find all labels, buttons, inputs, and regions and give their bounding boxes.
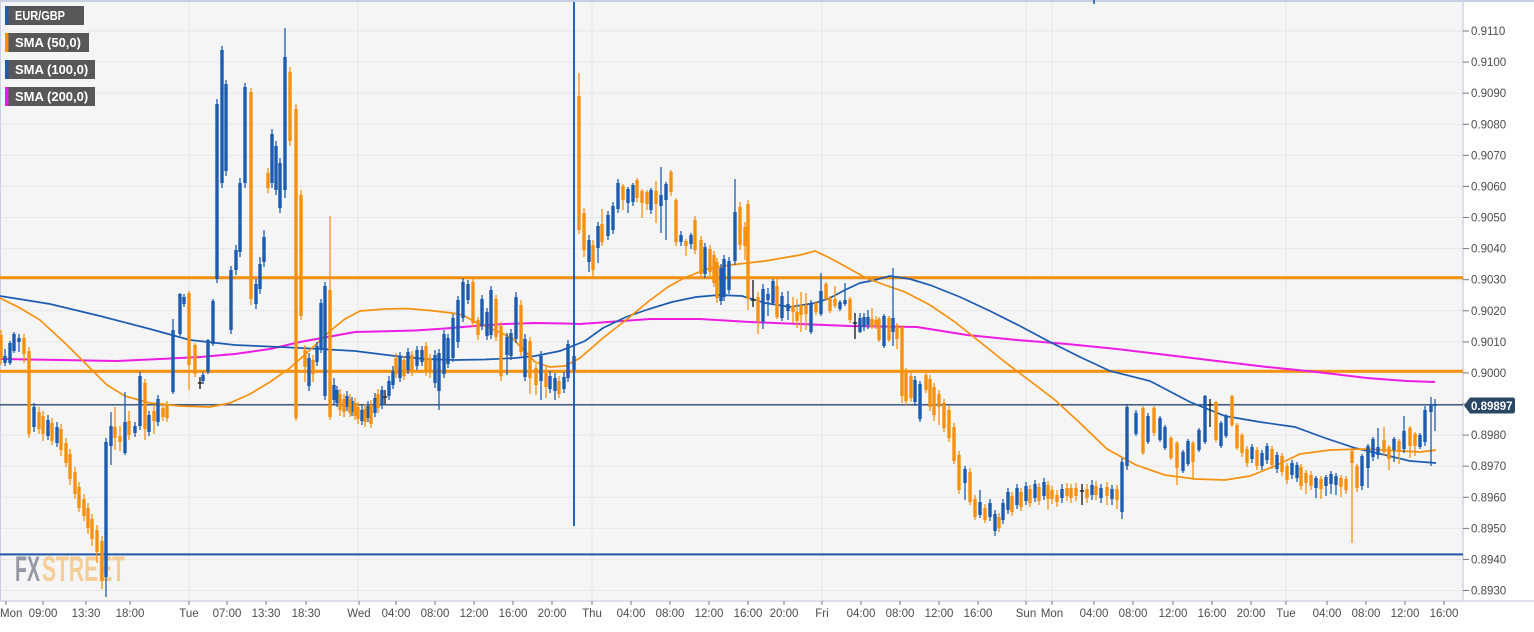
svg-text:12:00: 12:00 [1391,608,1420,620]
svg-text:16:00: 16:00 [499,608,528,620]
svg-text:04:00: 04:00 [847,608,876,620]
svg-text:08:00: 08:00 [421,608,450,620]
svg-text:Tue: Tue [1276,608,1295,620]
svg-text:08:00: 08:00 [1352,608,1381,620]
svg-text:0.9040: 0.9040 [1471,244,1506,256]
svg-text:Mon: Mon [0,608,22,620]
svg-text:0.9020: 0.9020 [1471,306,1506,318]
svg-text:Tue: Tue [179,608,198,620]
svg-text:0.9060: 0.9060 [1471,181,1506,193]
svg-text:0.9070: 0.9070 [1471,150,1506,162]
svg-text:0.9100: 0.9100 [1471,57,1506,69]
svg-text:0.8940: 0.8940 [1471,554,1506,566]
svg-text:20:00: 20:00 [538,608,567,620]
svg-text:07:00: 07:00 [213,608,242,620]
svg-text:Wed: Wed [347,608,370,620]
svg-text:04:00: 04:00 [382,608,411,620]
svg-text:SMA (100,0): SMA (100,0) [15,62,88,77]
svg-text:STREET: STREET [42,550,125,589]
svg-text:12:00: 12:00 [1159,608,1188,620]
svg-text:12:00: 12:00 [460,608,489,620]
svg-text:16:00: 16:00 [734,608,763,620]
svg-text:16:00: 16:00 [1198,608,1227,620]
svg-text:20:00: 20:00 [770,608,799,620]
svg-text:EUR/GBP: EUR/GBP [15,8,65,23]
svg-text:SMA (50,0): SMA (50,0) [15,35,81,50]
svg-text:16:00: 16:00 [964,608,993,620]
svg-text:08:00: 08:00 [1119,608,1148,620]
svg-text:04:00: 04:00 [1080,608,1109,620]
svg-text:0.8960: 0.8960 [1471,492,1506,504]
svg-text:13:30: 13:30 [252,608,281,620]
svg-text:08:00: 08:00 [656,608,685,620]
svg-text:0.8930: 0.8930 [1471,586,1506,598]
svg-text:16:00: 16:00 [1430,608,1459,620]
svg-text:Thu: Thu [582,608,602,620]
svg-text:Sun: Sun [1016,608,1036,620]
svg-text:04:00: 04:00 [617,608,646,620]
svg-text:18:30: 18:30 [292,608,321,620]
svg-text:12:00: 12:00 [925,608,954,620]
svg-text:18:00: 18:00 [116,608,145,620]
svg-text:0.8980: 0.8980 [1471,430,1506,442]
svg-text:08:00: 08:00 [886,608,915,620]
svg-text:0.89897: 0.89897 [1471,401,1513,413]
svg-text:Fri: Fri [815,608,828,620]
svg-text:0.9010: 0.9010 [1471,337,1506,349]
svg-text:0.9050: 0.9050 [1471,213,1506,225]
svg-text:0.9090: 0.9090 [1471,88,1506,100]
svg-text:0.9110: 0.9110 [1471,26,1505,38]
svg-text:0.9080: 0.9080 [1471,119,1506,131]
svg-text:13:30: 13:30 [72,608,101,620]
svg-text:FX: FX [15,550,40,589]
svg-text:04:00: 04:00 [1313,608,1342,620]
svg-text:Mon: Mon [1041,608,1063,620]
svg-text:0.9030: 0.9030 [1471,275,1506,287]
svg-text:SMA (200,0): SMA (200,0) [15,89,88,104]
svg-text:0.9000: 0.9000 [1471,368,1506,380]
svg-text:09:00: 09:00 [29,608,58,620]
svg-text:20:00: 20:00 [1237,608,1266,620]
svg-text:12:00: 12:00 [695,608,724,620]
svg-text:0.8950: 0.8950 [1471,523,1506,535]
svg-text:0.8970: 0.8970 [1471,461,1506,473]
